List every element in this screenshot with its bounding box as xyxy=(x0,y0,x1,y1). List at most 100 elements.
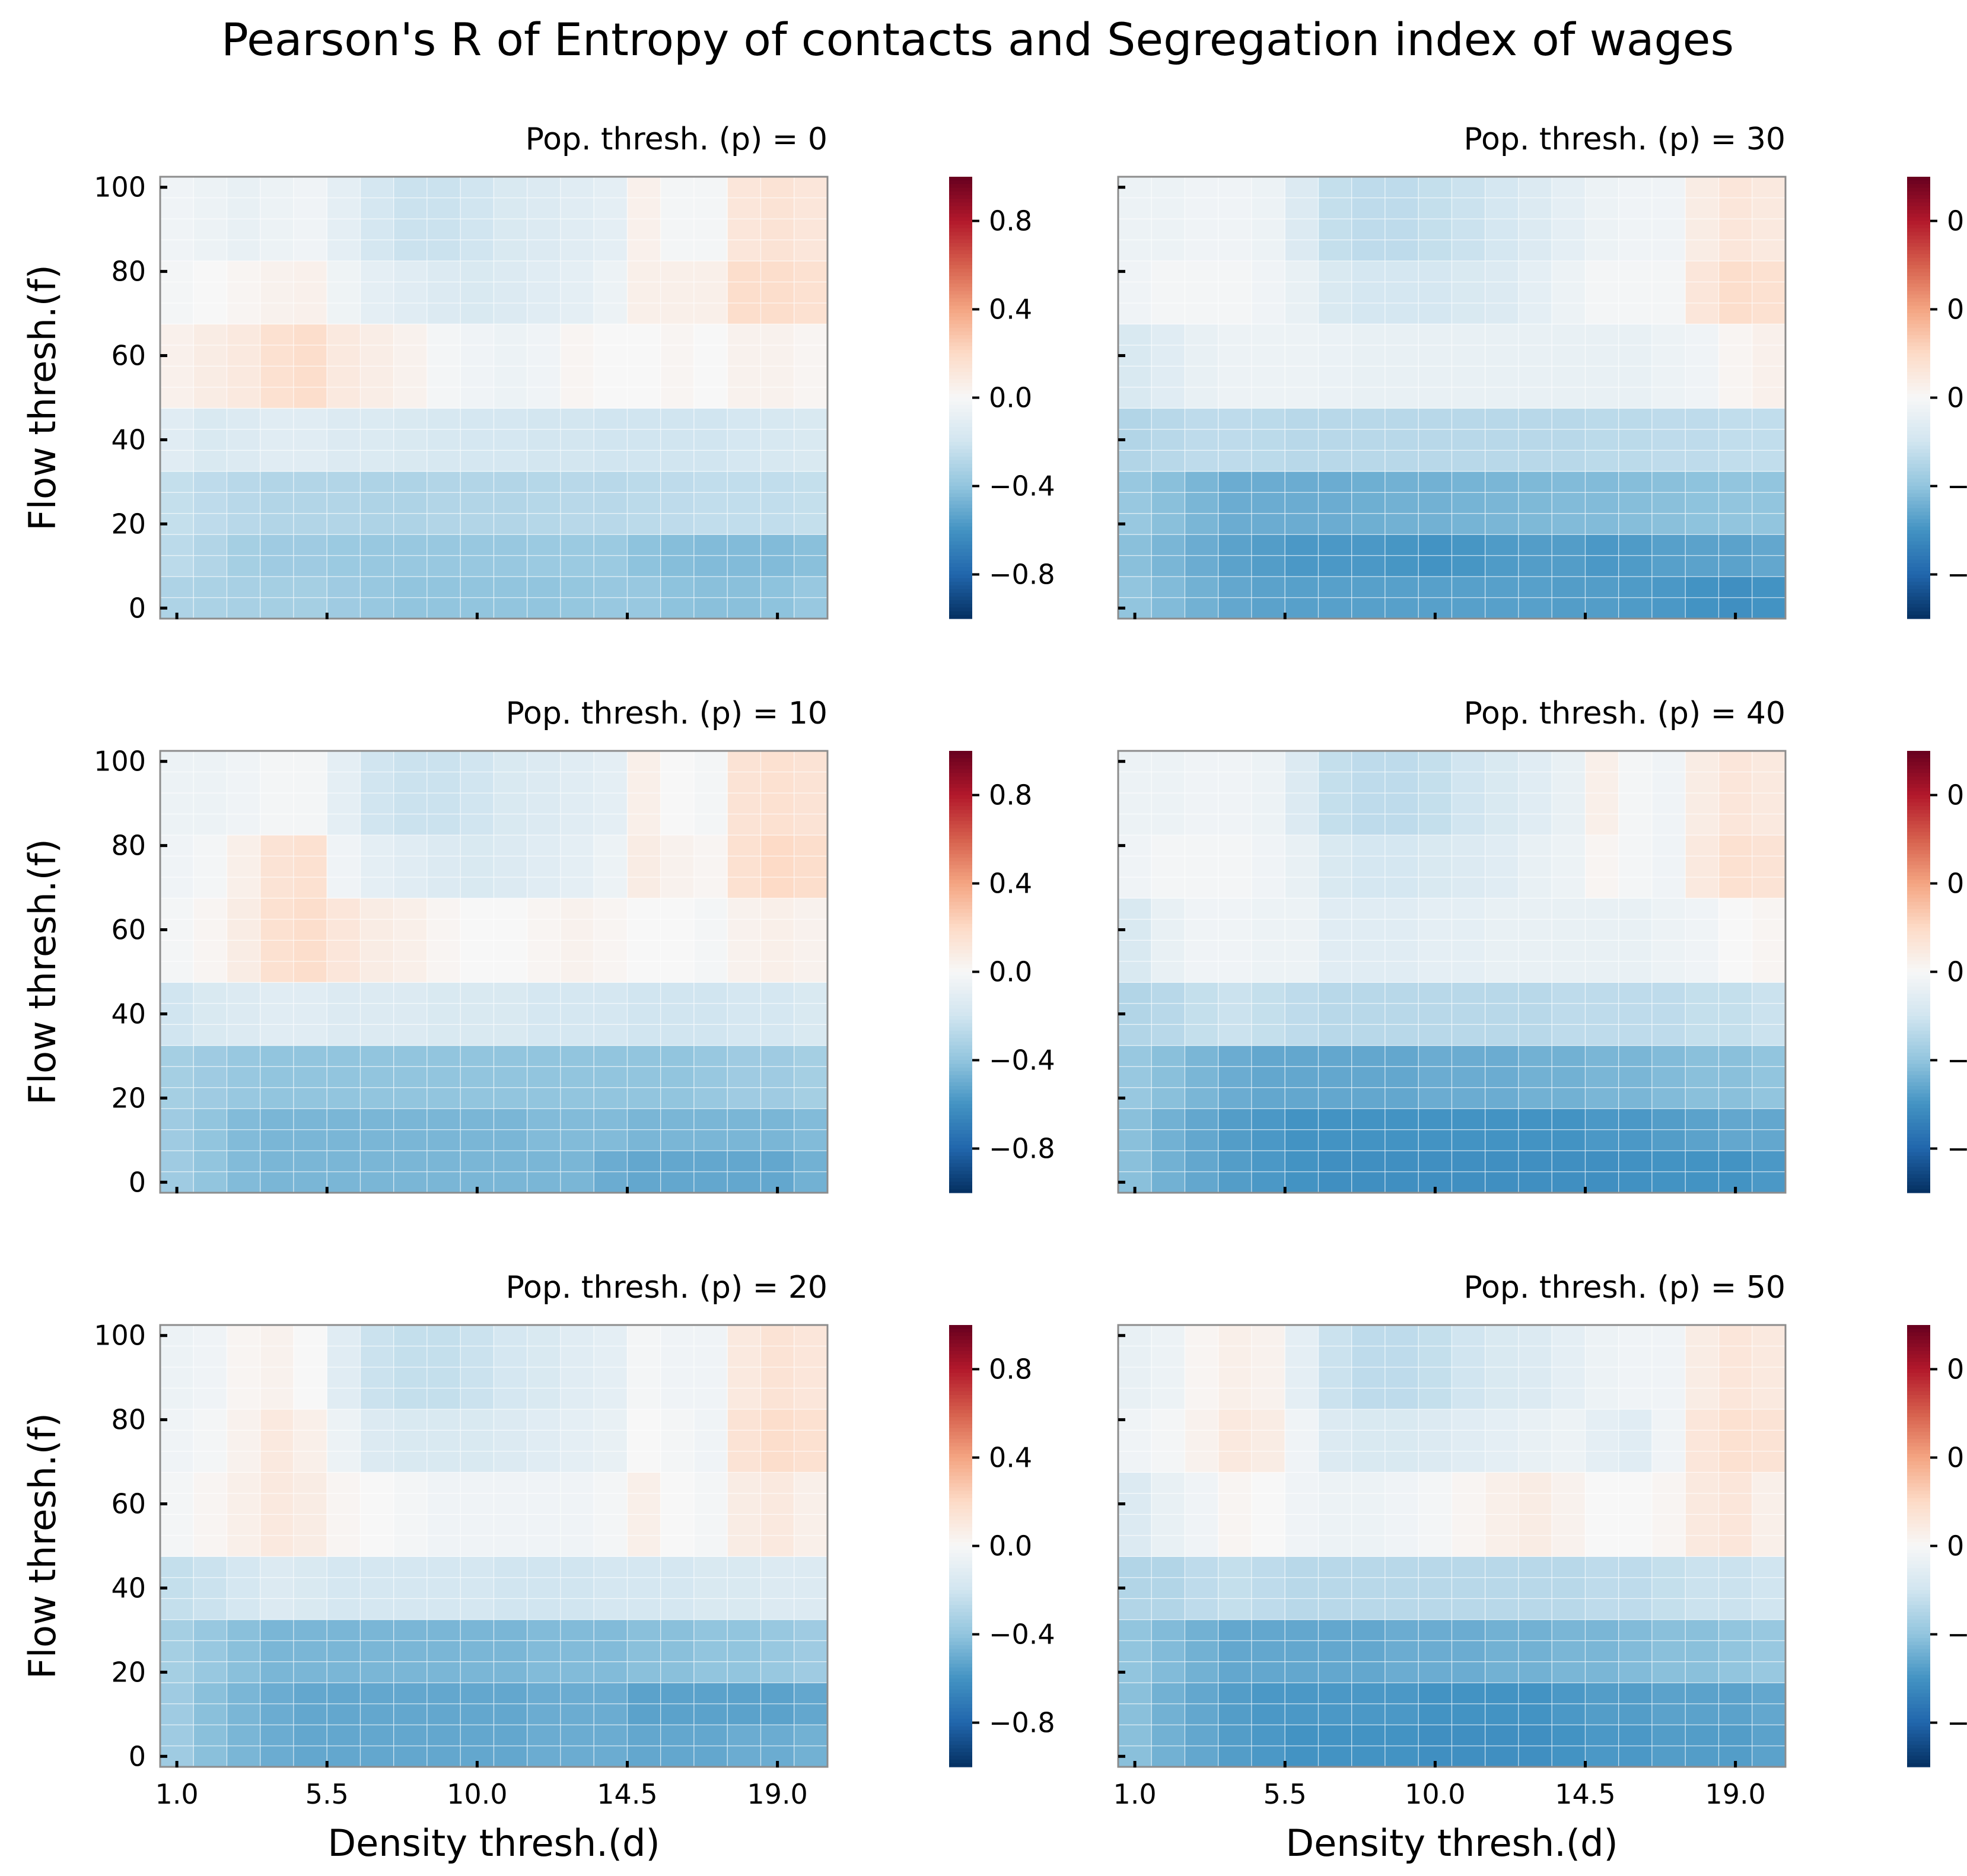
colorbar: 0.80.40.0−0.4−0.8 xyxy=(1907,1325,1967,1767)
heatmap-cell xyxy=(794,260,828,283)
heatmap-cell xyxy=(1451,855,1486,878)
heatmap-cell xyxy=(760,302,795,324)
heatmap-cell xyxy=(593,1640,628,1662)
colorbar-segment xyxy=(1907,1498,1930,1502)
colorbar-segment xyxy=(949,427,972,431)
heatmap-cell xyxy=(1184,1472,1219,1494)
heatmap-cell xyxy=(626,218,661,241)
heatmap-cell xyxy=(1551,1324,1586,1347)
heatmap-cell xyxy=(1418,1429,1453,1452)
heatmap-cell xyxy=(1584,1024,1619,1046)
heatmap-cell xyxy=(660,939,695,962)
heatmap-cell xyxy=(527,897,561,920)
heatmap-cell xyxy=(1485,750,1519,773)
heatmap-cell xyxy=(1218,323,1252,346)
heatmap-cell xyxy=(1184,1171,1219,1193)
heatmap-cell xyxy=(660,897,695,920)
colorbar-segment xyxy=(949,1531,972,1536)
heatmap-cell xyxy=(460,302,495,324)
heatmap-cell xyxy=(1384,1577,1419,1599)
heatmap-cell xyxy=(1551,1535,1586,1557)
heatmap-cell xyxy=(493,281,528,304)
colorbar-segment xyxy=(1907,401,1930,406)
heatmap-cell xyxy=(660,512,695,535)
heatmap-cell xyxy=(1284,961,1319,983)
heatmap-cell xyxy=(727,1324,762,1347)
colorbar-segment xyxy=(1907,850,1930,855)
heatmap-cell xyxy=(1151,855,1186,878)
heatmap-cell xyxy=(794,1087,828,1109)
heatmap-cell xyxy=(1518,1640,1552,1662)
heatmap-cell xyxy=(693,897,728,920)
heatmap-cell xyxy=(393,1556,428,1578)
heatmap-cell xyxy=(260,597,294,619)
heatmap-cell xyxy=(660,1345,695,1368)
colorbar-segment xyxy=(949,1365,972,1370)
colorbar-segment xyxy=(1907,1612,1930,1617)
colorbar-segment xyxy=(949,1512,972,1517)
heatmap-cell xyxy=(1618,597,1653,619)
heatmap-cell xyxy=(794,1409,828,1431)
heatmap-cell xyxy=(1151,813,1186,836)
heatmap-cell xyxy=(1551,1493,1586,1515)
heatmap-cell xyxy=(1317,1556,1352,1578)
heatmap-cell xyxy=(593,1451,628,1473)
heatmap-cell xyxy=(1418,450,1453,472)
colorbar-segment xyxy=(1907,820,1930,825)
heatmap-cell xyxy=(1518,1535,1552,1557)
heatmap-cell xyxy=(226,302,261,324)
heatmap-cell xyxy=(1485,534,1519,556)
heatmap-cell xyxy=(693,813,728,836)
heatmap-cell xyxy=(1184,961,1219,983)
heatmap-cell xyxy=(326,1129,361,1151)
heatmap-cell xyxy=(1752,1556,1786,1578)
colorbar-segment xyxy=(949,243,972,247)
colorbar-segment xyxy=(949,931,972,936)
heatmap-cell xyxy=(626,1066,661,1088)
heatmap-cell xyxy=(493,407,528,430)
heatmap-cell xyxy=(293,597,327,619)
heatmap-cell xyxy=(693,982,728,1004)
colorbar-segment xyxy=(1907,1435,1930,1440)
heatmap-cell xyxy=(1151,1493,1186,1515)
heatmap-cell xyxy=(1718,450,1753,472)
heatmap-cell xyxy=(1118,281,1152,304)
heatmap-cell xyxy=(626,1472,661,1494)
heatmap-cell xyxy=(1218,1556,1252,1578)
colorbar-segment xyxy=(1907,1137,1930,1142)
heatmap-cell xyxy=(1284,1108,1319,1130)
heatmap-cell xyxy=(1551,1387,1586,1410)
heatmap-cell xyxy=(1618,1556,1653,1578)
heatmap-cell xyxy=(1251,1514,1285,1536)
heatmap-cell xyxy=(1151,1429,1186,1452)
colorbar-segment xyxy=(949,571,972,575)
heatmap-cell xyxy=(1718,1003,1753,1025)
colorbar-segment xyxy=(1907,1380,1930,1384)
heatmap-cell xyxy=(1317,1745,1352,1767)
heatmap-cell xyxy=(593,897,628,920)
heatmap-cell xyxy=(527,218,561,241)
heatmap-cell xyxy=(1284,1640,1319,1662)
heatmap-cell xyxy=(193,407,228,430)
heatmap-cell xyxy=(1752,792,1786,815)
heatmap-cell xyxy=(1451,1324,1486,1347)
colorbar-segment xyxy=(1907,1376,1930,1381)
heatmap-cell xyxy=(226,323,261,346)
colorbar-segment xyxy=(949,968,972,973)
heatmap-cell xyxy=(426,176,461,199)
heatmap-cell xyxy=(359,750,394,773)
heatmap-cell xyxy=(426,939,461,962)
heatmap-cell xyxy=(1551,1640,1586,1662)
heatmap-cell xyxy=(393,835,428,857)
heatmap-cell xyxy=(160,1045,194,1067)
heatmap-cell xyxy=(160,302,194,324)
heatmap-cell xyxy=(226,897,261,920)
heatmap-cell xyxy=(626,1661,661,1683)
colorbar-segment xyxy=(1907,1049,1930,1053)
heatmap-cell xyxy=(693,1493,728,1515)
heatmap-cell xyxy=(460,939,495,962)
heatmap-cell xyxy=(1584,1003,1619,1025)
heatmap-cell xyxy=(1218,1661,1252,1683)
heatmap-cell xyxy=(1752,1003,1786,1025)
colorbar-segment xyxy=(949,1417,972,1422)
